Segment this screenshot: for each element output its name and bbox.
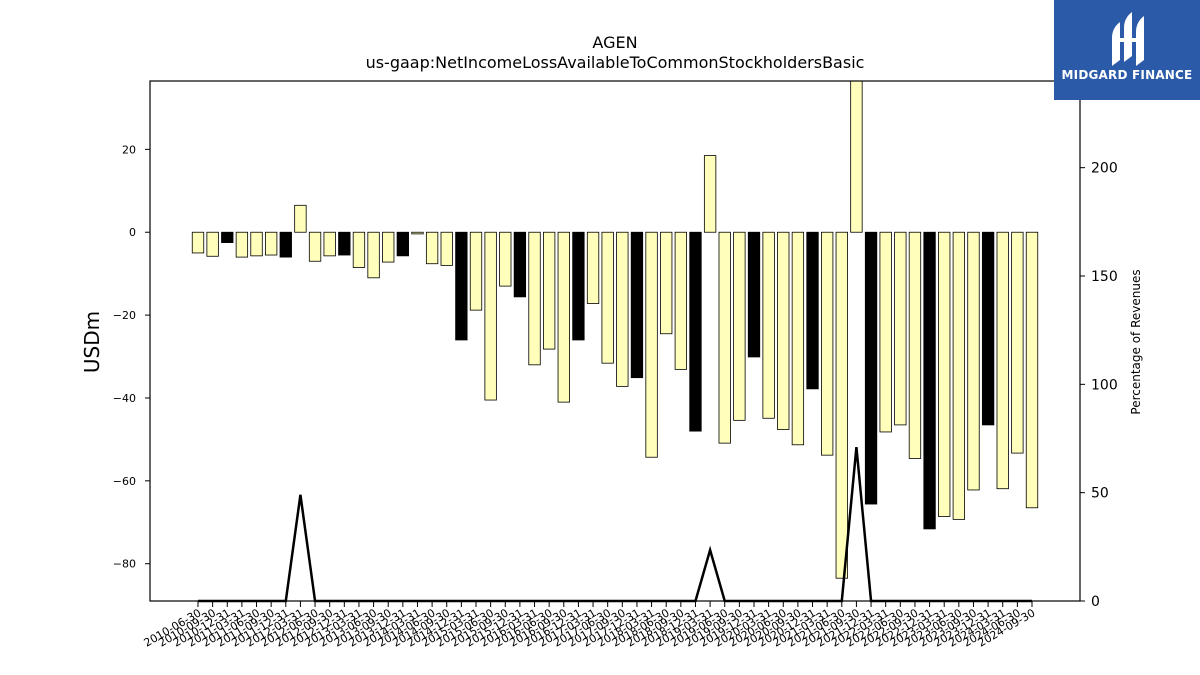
bar <box>777 231 790 430</box>
bar <box>338 231 351 256</box>
bar <box>762 231 775 419</box>
bar <box>747 231 761 358</box>
y-axis-label: USDm <box>80 311 104 373</box>
bar <box>996 231 1009 490</box>
bar <box>279 231 292 258</box>
bar <box>850 80 863 233</box>
midgard-finance-logo: MIDGARD FINANCE <box>1054 0 1200 100</box>
bar <box>616 231 629 387</box>
bar <box>265 231 278 256</box>
bar <box>938 231 951 517</box>
bar <box>308 231 322 262</box>
y-tick-label: −80 <box>113 558 136 571</box>
bar <box>396 231 409 257</box>
y-tick-label: −60 <box>113 475 136 488</box>
bar <box>455 231 468 341</box>
bar <box>367 231 380 279</box>
bar <box>718 231 731 444</box>
bar <box>630 231 644 379</box>
bar <box>981 231 995 426</box>
bar <box>879 231 892 433</box>
y2-axis-label: Percentage of Revenues <box>1129 269 1143 414</box>
bar <box>908 231 922 459</box>
bar <box>440 231 453 266</box>
y2-tick-label: 150 <box>1091 269 1118 285</box>
bar <box>674 231 687 370</box>
bar <box>645 231 658 458</box>
bar <box>864 231 878 505</box>
bar <box>513 231 527 298</box>
bar <box>543 231 556 350</box>
bar <box>221 231 234 243</box>
plot-frame <box>149 80 1081 602</box>
bar <box>206 231 219 257</box>
bar <box>352 231 366 268</box>
bar <box>967 231 980 491</box>
bar <box>806 231 819 390</box>
plot-area: 200−20−40−60−802001501005002010-06-30201… <box>113 80 1118 650</box>
bar <box>572 231 585 341</box>
y2-tick-label: 50 <box>1091 486 1109 502</box>
bar <box>791 231 805 446</box>
bar <box>250 231 263 257</box>
bar <box>601 231 614 364</box>
bar <box>923 231 936 530</box>
bar <box>235 231 249 258</box>
logo-text: MIDGARD FINANCE <box>1061 68 1193 82</box>
bar <box>382 231 395 263</box>
bar <box>689 231 702 432</box>
bar <box>703 155 717 233</box>
chart-title: AGEN <box>592 33 637 52</box>
bar <box>425 231 439 265</box>
bar <box>821 231 834 456</box>
y-tick-label: 20 <box>122 143 136 156</box>
bar <box>528 231 541 366</box>
chart-subtitle: us-gaap:NetIncomeLossAvailableToCommonSt… <box>366 53 865 72</box>
bar <box>1011 231 1024 454</box>
bar <box>469 231 483 311</box>
bar <box>894 231 907 426</box>
bar <box>499 231 512 287</box>
y2-tick-label: 0 <box>1091 594 1100 610</box>
y-tick-label: −40 <box>113 392 136 405</box>
y2-tick-label: 100 <box>1091 377 1118 393</box>
logo-mark-icon <box>1112 12 1144 66</box>
bar <box>411 231 424 235</box>
y-tick-label: 0 <box>129 226 136 239</box>
bar <box>733 231 746 421</box>
bar <box>586 231 600 304</box>
y-tick-label: −20 <box>113 309 136 322</box>
bar <box>835 231 848 579</box>
bar <box>557 231 570 403</box>
bar <box>191 231 205 254</box>
bar <box>1025 231 1039 509</box>
bar <box>484 231 497 401</box>
bar <box>952 231 965 520</box>
bar <box>294 204 307 233</box>
bar <box>323 231 336 257</box>
pct-revenues-line <box>198 447 1032 603</box>
bar <box>660 231 673 335</box>
y2-tick-label: 200 <box>1091 161 1118 177</box>
